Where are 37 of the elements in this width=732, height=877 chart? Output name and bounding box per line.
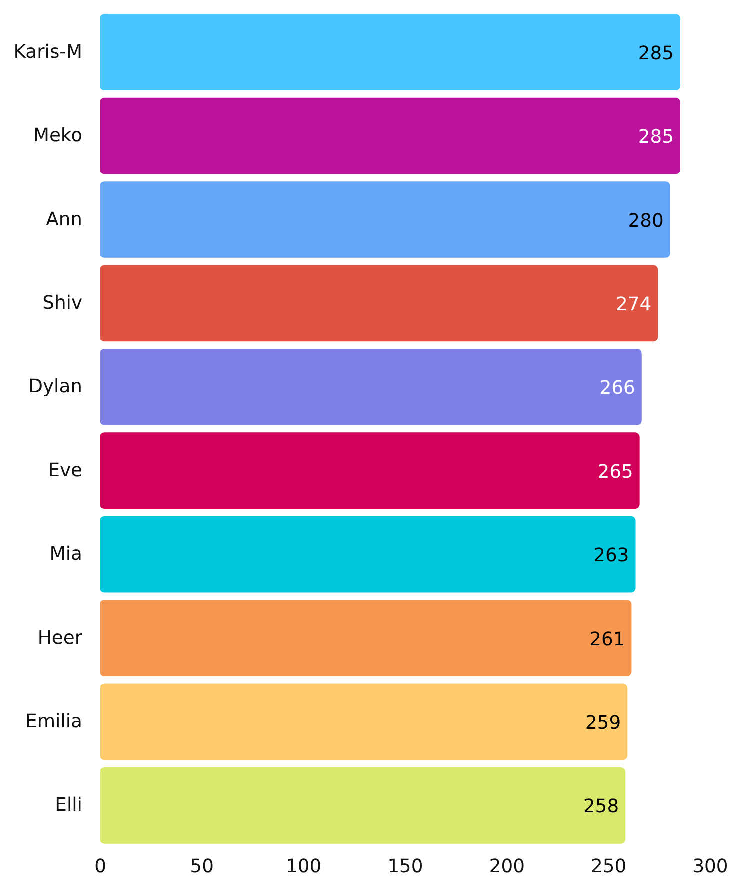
y-tick-label: Emilia — [26, 711, 83, 732]
bar — [100, 98, 680, 174]
data-label: 263 — [594, 546, 630, 567]
y-tick-label: Elli — [55, 795, 83, 816]
data-label: 285 — [638, 43, 674, 64]
y-tick-label: Shiv — [42, 292, 82, 314]
x-tick-label: 200 — [489, 856, 525, 877]
data-label: 274 — [616, 294, 652, 316]
bar — [100, 684, 628, 760]
bar — [100, 600, 632, 676]
bar — [100, 516, 636, 593]
x-tick-label: 100 — [286, 856, 322, 877]
bar — [100, 265, 658, 342]
x-tick-label: 250 — [591, 856, 627, 877]
data-label: 285 — [638, 127, 674, 148]
data-label: 258 — [583, 796, 620, 818]
data-label: 265 — [598, 462, 634, 483]
data-label: 266 — [600, 378, 636, 400]
y-tick-label: Karis-M — [14, 42, 83, 63]
data-label: 261 — [590, 629, 626, 650]
y-tick-label: Eve — [48, 460, 83, 482]
y-tick-label: Heer — [38, 628, 83, 649]
bar — [100, 14, 680, 91]
bar — [100, 182, 670, 258]
bar — [100, 767, 626, 844]
y-tick-label: Meko — [33, 126, 83, 147]
y-tick-label: Mia — [50, 544, 83, 566]
data-label: 280 — [628, 210, 664, 232]
y-tick-label: Dylan — [28, 376, 83, 398]
data-label: 259 — [586, 712, 622, 734]
y-tick-label: Ann — [46, 209, 83, 230]
x-tick-label: 300 — [692, 856, 728, 877]
bar — [100, 432, 640, 510]
bar — [100, 348, 642, 426]
x-tick-label: 50 — [190, 856, 214, 877]
x-tick-label: 150 — [388, 856, 424, 877]
x-tick-label: 0 — [94, 856, 106, 877]
